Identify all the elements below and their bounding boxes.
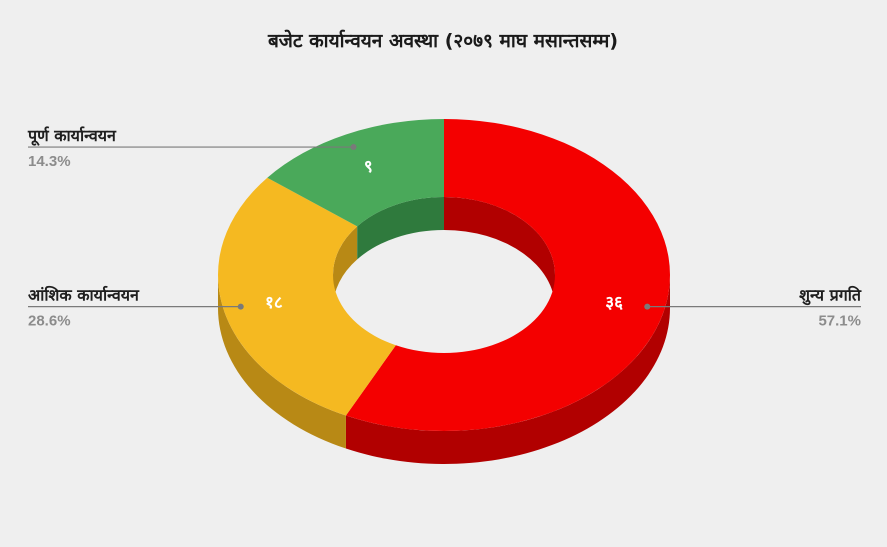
slice-sides (218, 197, 670, 464)
slice-2-outer-wall (218, 275, 346, 449)
slice-tops: ३६ १८ ९ (217, 119, 670, 431)
slice-2-percent-label: 28.6% (28, 313, 71, 330)
slice-1-percent-label: 57.1% (818, 313, 861, 330)
slice-3-percent-label: 14.3% (28, 153, 71, 170)
slice-3-callout-dot (350, 144, 357, 151)
slice-3-top (267, 119, 444, 227)
slice-1-top (345, 119, 670, 431)
slice-3-value-label: ९ (364, 157, 373, 177)
slice-1-callout-dot (644, 303, 651, 310)
slice-1-name-label: शुन्य प्रगति (799, 286, 862, 306)
slice-2-inner-wall-2 (333, 226, 358, 308)
slice-3-name-label: पूर्ण कार्यान्वयन (27, 126, 117, 146)
slice-1-outer-wall (345, 275, 670, 464)
slice-2-top (217, 177, 396, 416)
slice-2-value-label: १८ (265, 293, 283, 313)
slice-2-callout-dot (237, 303, 244, 310)
callouts: शुन्य प्रगति 57.1% आंशिक कार्यान्वयन 28.6% प… (27, 126, 862, 330)
slice-1-inner-wall-1 (444, 197, 555, 308)
slice-2-name-label: आंशिक कार्यान्वयन (28, 286, 140, 305)
slice-3-inner-wall-2 (357, 197, 444, 260)
slice-1-value-label: ३६ (605, 293, 623, 313)
chart-title: बजेट कार्यान्वयन अवस्था (२०७९ माघ मसान्त… (267, 29, 618, 52)
